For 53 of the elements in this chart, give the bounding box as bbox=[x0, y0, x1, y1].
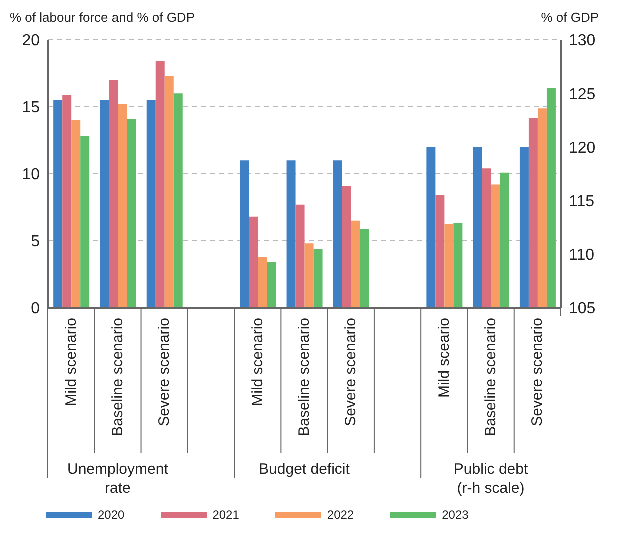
y-tick-label: 5 bbox=[31, 234, 40, 251]
y-tick-label: 0 bbox=[31, 300, 40, 318]
bar bbox=[146, 100, 156, 308]
y-tick-label: 15 bbox=[22, 100, 40, 117]
legend-label: 2021 bbox=[212, 508, 240, 522]
legend-label: 2022 bbox=[327, 508, 354, 522]
bar bbox=[174, 94, 183, 308]
y2-axis-title: % of GDP bbox=[541, 10, 599, 25]
x-tick-label: Mild scenario bbox=[62, 318, 80, 406]
x-tick-label: Baseline scenario bbox=[482, 318, 500, 436]
bar bbox=[249, 216, 258, 308]
bar bbox=[333, 160, 342, 308]
y-tick-label: 10 bbox=[22, 166, 40, 184]
text: Budget deficit bbox=[258, 460, 351, 479]
bar bbox=[240, 160, 250, 308]
bar bbox=[314, 249, 323, 308]
bar bbox=[360, 228, 370, 308]
bar bbox=[72, 120, 81, 308]
bar bbox=[342, 186, 352, 308]
bar bbox=[80, 136, 90, 308]
legend-label: 2020 bbox=[98, 508, 125, 522]
bar bbox=[304, 244, 314, 308]
bar bbox=[164, 76, 174, 308]
y2-tick-label: 115 bbox=[569, 193, 595, 210]
y2-tick-label: 120 bbox=[569, 140, 596, 157]
bar bbox=[258, 257, 268, 308]
bar bbox=[109, 80, 118, 308]
y2-tick-label: 125 bbox=[569, 86, 596, 104]
x-tick-label: Severe scenario bbox=[529, 318, 546, 426]
bar bbox=[296, 204, 305, 308]
x-tick-label: Severe scenario bbox=[342, 318, 360, 426]
bar bbox=[100, 100, 110, 308]
x-tick-label: Baseline scenario bbox=[296, 318, 313, 436]
y2-tick-label: 105 bbox=[569, 300, 596, 318]
y2-tick-label: 130 bbox=[569, 32, 596, 50]
y2-tick-label: 110 bbox=[569, 247, 595, 264]
y-tick-label: 20 bbox=[22, 32, 40, 50]
bar bbox=[286, 160, 296, 308]
bar bbox=[127, 119, 136, 308]
bar bbox=[54, 100, 63, 308]
bar bbox=[267, 262, 276, 308]
legend-label: 2023 bbox=[442, 508, 469, 522]
bar bbox=[351, 220, 360, 308]
bar bbox=[118, 104, 128, 308]
x-tick-label: Baseline scenario bbox=[109, 318, 126, 436]
text: Unemployment rate bbox=[66, 460, 170, 498]
y-axis-title: % of labour force and % of GDP bbox=[10, 10, 195, 25]
x-tick-label: Severe scenario bbox=[156, 318, 174, 426]
x-tick-label: Mild sceario bbox=[436, 318, 453, 398]
bar bbox=[156, 61, 165, 308]
x-tick-label: Mild scenario bbox=[249, 318, 266, 406]
bar bbox=[62, 94, 72, 308]
text: Public debt (r-h scale) bbox=[452, 460, 530, 498]
